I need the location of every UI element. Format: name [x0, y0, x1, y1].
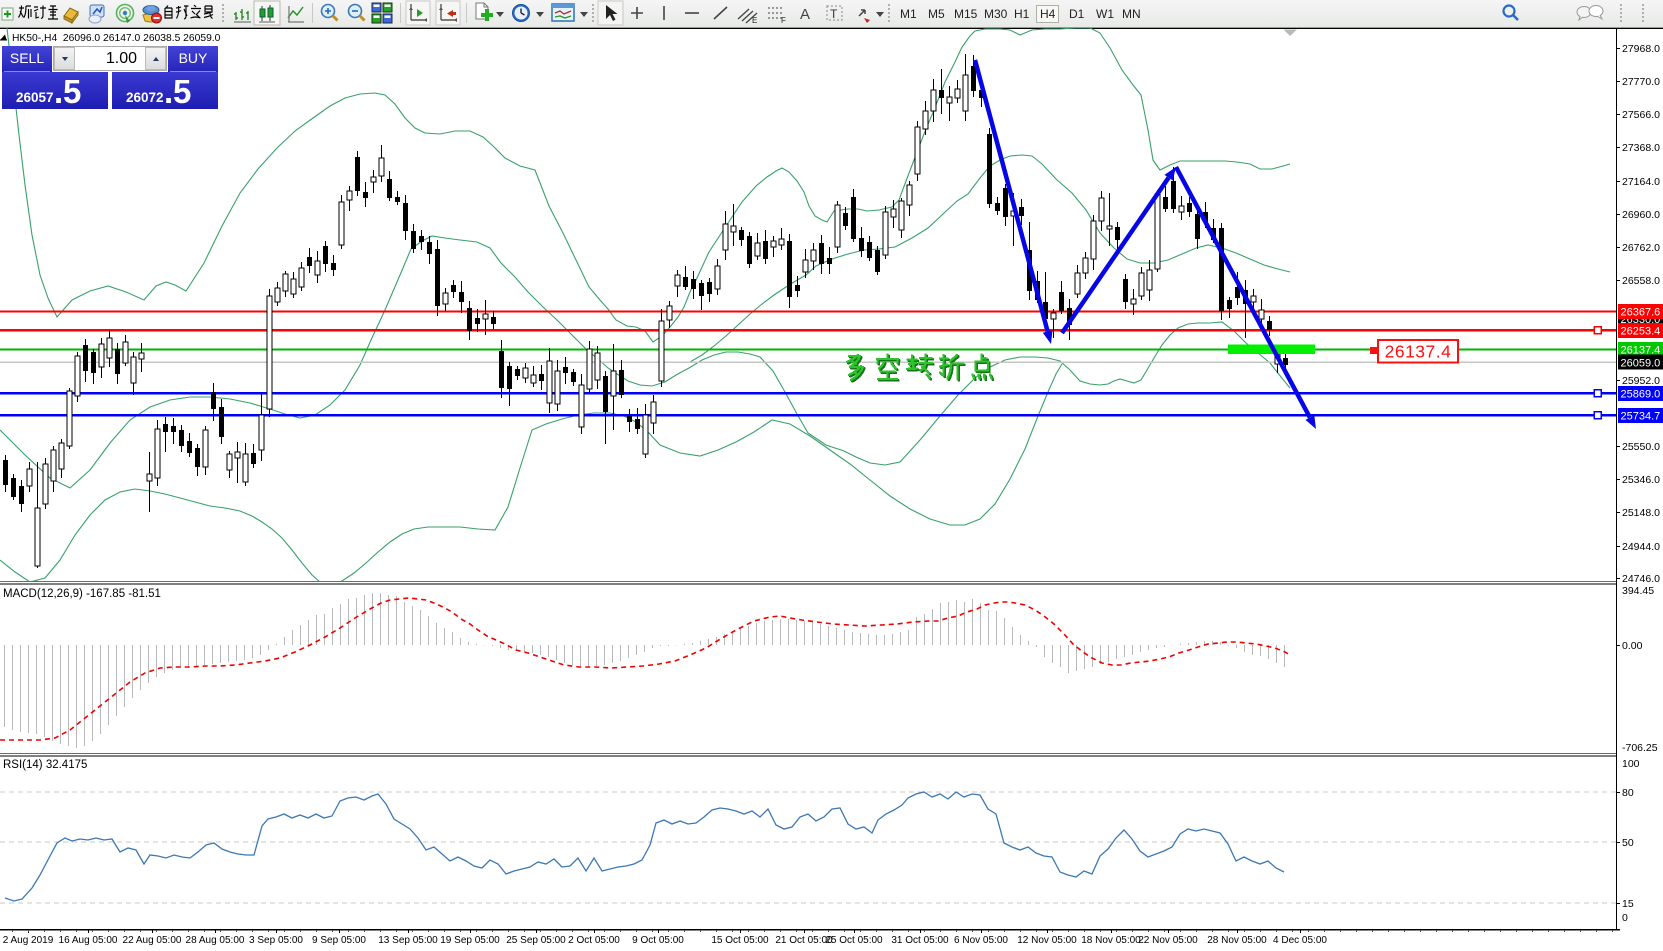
- svg-text:-706.25: -706.25: [1622, 742, 1658, 754]
- svg-text:26137.4: 26137.4: [1621, 345, 1661, 357]
- svg-text:25346.0: 25346.0: [1622, 474, 1660, 486]
- svg-text:25 Oct 05:00: 25 Oct 05:00: [825, 935, 883, 946]
- svg-text:24944.0: 24944.0: [1622, 541, 1660, 553]
- svg-text:50: 50: [1622, 837, 1634, 849]
- svg-text:27968.0: 27968.0: [1622, 43, 1660, 55]
- svg-text:E: E: [752, 16, 757, 25]
- svg-text:15: 15: [1622, 898, 1634, 910]
- svg-text:31 Oct 05:00: 31 Oct 05:00: [891, 935, 949, 946]
- svg-text:25869.0: 25869.0: [1621, 389, 1661, 401]
- svg-text:24746.0: 24746.0: [1622, 573, 1660, 585]
- svg-text:28 Aug 05:00: 28 Aug 05:00: [186, 935, 245, 946]
- svg-text:18 Nov 05:00: 18 Nov 05:00: [1081, 935, 1141, 946]
- svg-text:27566.0: 27566.0: [1622, 109, 1660, 121]
- svg-text:22 Aug 05:00: 22 Aug 05:00: [123, 935, 182, 946]
- svg-text:RSI(14) 32.4175: RSI(14) 32.4175: [3, 759, 87, 771]
- svg-text:0: 0: [1622, 912, 1628, 924]
- svg-text:13 Sep 05:00: 13 Sep 05:00: [378, 935, 438, 946]
- svg-text:26367.6: 26367.6: [1621, 307, 1661, 319]
- svg-text:2 Aug 2019: 2 Aug 2019: [3, 935, 54, 946]
- svg-text:19 Sep 05:00: 19 Sep 05:00: [440, 935, 500, 946]
- svg-text:0.00: 0.00: [1622, 640, 1643, 652]
- svg-text:26558.0: 26558.0: [1622, 275, 1660, 287]
- svg-text:26059.0: 26059.0: [1621, 357, 1661, 369]
- svg-text:394.45: 394.45: [1622, 585, 1654, 597]
- svg-text:12 Nov 05:00: 12 Nov 05:00: [1017, 935, 1077, 946]
- svg-text:28 Nov 05:00: 28 Nov 05:00: [1207, 935, 1267, 946]
- svg-text:25148.0: 25148.0: [1622, 507, 1660, 519]
- svg-text:25734.7: 25734.7: [1621, 411, 1661, 423]
- svg-text:22 Nov 05:00: 22 Nov 05:00: [1138, 935, 1198, 946]
- svg-text:25550.0: 25550.0: [1622, 441, 1660, 453]
- svg-text:26137.4: 26137.4: [1385, 342, 1452, 362]
- svg-text:T: T: [830, 7, 838, 21]
- svg-text:4 Dec 05:00: 4 Dec 05:00: [1273, 935, 1327, 946]
- svg-text:100: 100: [1622, 758, 1640, 770]
- svg-text:6 Nov 05:00: 6 Nov 05:00: [954, 935, 1008, 946]
- svg-text:25 Sep 05:00: 25 Sep 05:00: [506, 935, 566, 946]
- svg-text:9 Oct 05:00: 9 Oct 05:00: [632, 935, 684, 946]
- svg-text:21 Oct 05:00: 21 Oct 05:00: [775, 935, 833, 946]
- svg-text:2 Oct 05:00: 2 Oct 05:00: [568, 935, 620, 946]
- svg-text:15 Oct 05:00: 15 Oct 05:00: [711, 935, 769, 946]
- svg-text:26762.0: 26762.0: [1622, 242, 1660, 254]
- svg-text:9 Sep 05:00: 9 Sep 05:00: [312, 935, 366, 946]
- svg-text:MACD(12,26,9) -167.85 -81.51: MACD(12,26,9) -167.85 -81.51: [3, 588, 161, 600]
- svg-text:80: 80: [1622, 787, 1634, 799]
- svg-text:26253.4: 26253.4: [1621, 326, 1661, 338]
- svg-text:F: F: [781, 16, 786, 25]
- svg-text:27164.0: 27164.0: [1622, 176, 1660, 188]
- svg-text:26960.0: 26960.0: [1622, 209, 1660, 221]
- svg-text:16 Aug 05:00: 16 Aug 05:00: [59, 935, 118, 946]
- svg-text:27368.0: 27368.0: [1622, 142, 1660, 154]
- svg-text:3 Sep 05:00: 3 Sep 05:00: [249, 935, 303, 946]
- svg-text:27770.0: 27770.0: [1622, 76, 1660, 88]
- svg-text:25952.0: 25952.0: [1622, 375, 1660, 387]
- svg-text:A: A: [800, 6, 810, 23]
